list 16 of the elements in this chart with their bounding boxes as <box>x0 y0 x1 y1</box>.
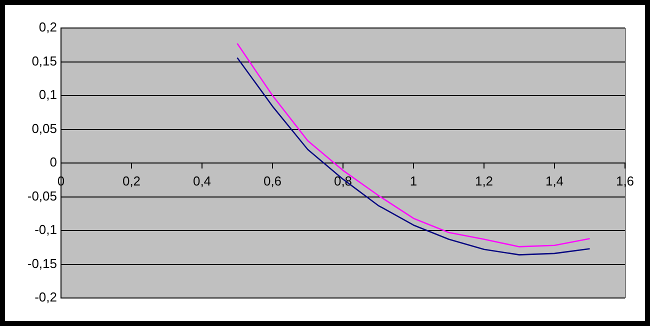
y-tick-label: 0,1 <box>38 87 57 102</box>
y-tick-label: 0,15 <box>32 53 57 68</box>
y-tick-label: -0,1 <box>34 222 57 238</box>
y-tick-label: 0 <box>50 154 57 170</box>
x-tick-label: 0,4 <box>192 173 212 188</box>
x-tick-label: 1,2 <box>474 173 494 188</box>
x-tick-label: 0,6 <box>263 173 282 188</box>
y-tick-label: -0,05 <box>27 188 57 204</box>
x-tick-label: 1,6 <box>616 173 634 188</box>
y-tick-label: 0,2 <box>38 20 57 35</box>
x-tick-label: 0,2 <box>122 173 141 188</box>
y-tick-label: -0,2 <box>34 290 57 305</box>
y-tick-label: -0,15 <box>27 256 57 271</box>
y-tick-label: 0,05 <box>32 120 57 136</box>
x-tick-label: 1,4 <box>545 173 564 188</box>
x-tick-label: 1 <box>410 173 418 188</box>
